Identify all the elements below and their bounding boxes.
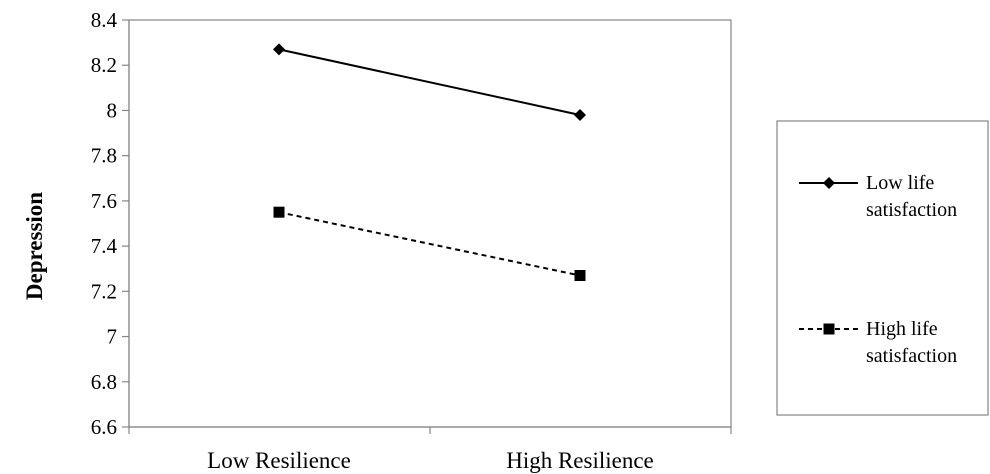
legend-label: High life: [866, 318, 938, 340]
y-tick-label: 7: [107, 325, 118, 349]
series-low-life-satisfaction: [273, 43, 586, 121]
y-axis: 6.6 6.8 7 7.2 7.4 7.6 7.8 8 8.2 8.4: [91, 8, 130, 439]
legend-label: satisfaction: [866, 199, 957, 221]
series-layer: [273, 43, 586, 282]
y-tick-label: 8: [107, 98, 118, 122]
y-tick-label: 6.8: [91, 370, 117, 394]
square-marker: [823, 323, 835, 335]
y-axis-title: Depression: [22, 192, 47, 300]
series-line: [278, 48, 581, 116]
legend: Low life satisfaction High life satisfactio…: [776, 120, 989, 416]
series-high-life-satisfaction: [273, 206, 586, 282]
legend-entry: High life satisfaction: [799, 318, 957, 367]
legend-entry: Low life satisfaction: [799, 172, 957, 221]
legend-label: Low life: [866, 172, 934, 194]
series-line: [278, 211, 581, 277]
legend-box: [776, 120, 989, 416]
y-tick-label: 7.4: [91, 234, 118, 258]
square-marker: [574, 270, 586, 282]
y-tick-label: 7.2: [91, 279, 117, 303]
x-category-label: High Resilience: [506, 448, 654, 473]
plot-frame: [128, 19, 732, 428]
diamond-marker: [574, 108, 586, 121]
diamond-marker: [273, 43, 285, 56]
x-axis: Low Resilience High Resilience: [128, 426, 732, 473]
y-tick-label: 7.6: [91, 189, 117, 213]
x-category-label: Low Resilience: [207, 448, 351, 473]
y-tick-label: 7.8: [91, 144, 117, 168]
diamond-marker: [823, 177, 835, 189]
y-tick-label: 6.6: [91, 415, 117, 439]
plot-area: [128, 19, 732, 428]
y-tick-label: 8.2: [91, 53, 117, 77]
square-marker: [273, 206, 285, 218]
legend-label: satisfaction: [866, 345, 957, 367]
y-tick-label: 8.4: [91, 8, 118, 32]
